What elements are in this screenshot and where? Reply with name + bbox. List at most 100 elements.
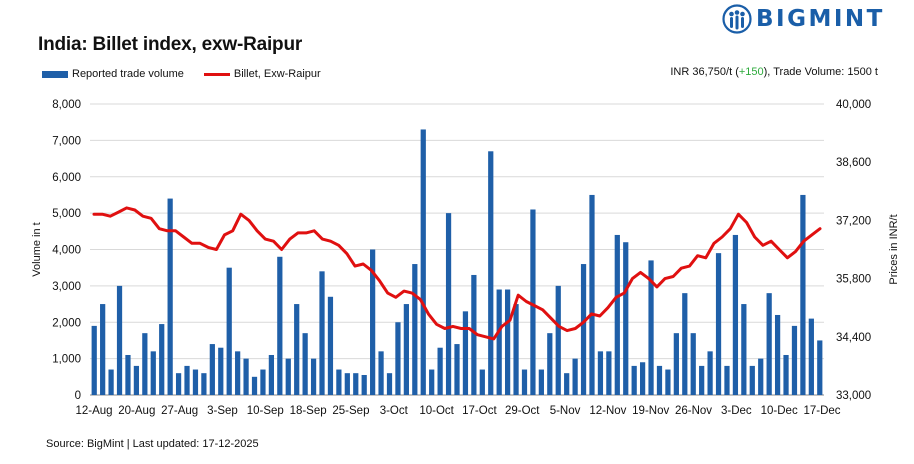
volume-bar bbox=[665, 369, 671, 395]
legend-bar-swatch bbox=[42, 70, 68, 78]
volume-bar bbox=[437, 347, 443, 395]
volume-bar bbox=[420, 129, 426, 395]
source-note: Source: BigMint | Last updated: 17-12-20… bbox=[46, 438, 259, 450]
volume-bar bbox=[800, 194, 806, 395]
x-tick-label: 26-Nov bbox=[675, 405, 712, 417]
volume-bar bbox=[235, 351, 241, 395]
bigmint-logo: BIGMINT bbox=[722, 4, 885, 34]
volume-bar bbox=[724, 365, 730, 395]
volume-bar bbox=[690, 333, 696, 395]
x-tick-label: 27-Aug bbox=[161, 405, 198, 417]
volume-bar bbox=[302, 333, 308, 395]
volume-bar bbox=[209, 344, 215, 395]
volume-bar bbox=[488, 151, 494, 395]
volume-bar bbox=[580, 264, 587, 395]
volume-bar bbox=[370, 249, 376, 395]
volume-bar bbox=[808, 318, 814, 395]
y-right-tick-label: 40,000 bbox=[836, 99, 871, 111]
volume-bar bbox=[682, 293, 688, 395]
x-tick-label: 3-Sep bbox=[207, 405, 238, 417]
volume-bar bbox=[268, 354, 275, 395]
volume-bar bbox=[310, 358, 317, 395]
volume-bar bbox=[564, 373, 570, 395]
x-tick-label: 29-Oct bbox=[505, 405, 540, 417]
legend-volume-label: Reported trade volume bbox=[72, 68, 184, 80]
y-left-tick-label: 6,000 bbox=[52, 172, 81, 184]
volume-bar bbox=[412, 264, 418, 395]
volume-bar bbox=[116, 285, 123, 395]
y-right-tick-label: 33,000 bbox=[836, 390, 871, 402]
x-tick-label: 17-Oct bbox=[462, 405, 497, 417]
legend-line-swatch bbox=[203, 72, 230, 76]
volume-bar bbox=[344, 373, 350, 395]
volume-bar bbox=[639, 362, 646, 395]
volume-bar bbox=[623, 242, 629, 395]
legend-item-volume: Reported trade volume bbox=[42, 68, 184, 80]
volume-bar bbox=[429, 369, 435, 395]
y-right-tick-label: 34,400 bbox=[836, 332, 871, 344]
volume-bar bbox=[715, 253, 722, 395]
y-left-tick-label: 7,000 bbox=[52, 135, 81, 147]
x-tick-label: 17-Dec bbox=[803, 405, 840, 417]
volume-bar bbox=[471, 274, 477, 395]
volume-bar bbox=[606, 351, 612, 395]
volume-bar bbox=[142, 333, 148, 395]
logo-text: BIGMINT bbox=[756, 6, 885, 32]
volume-bar bbox=[555, 285, 561, 395]
volume-bar bbox=[496, 289, 502, 395]
x-tick-label: 12-Nov bbox=[589, 405, 626, 417]
y-right-axis-title: Prices in INR/t bbox=[888, 214, 900, 284]
x-tick-label: 10-Sep bbox=[247, 405, 284, 417]
x-tick-label: 5-Nov bbox=[550, 405, 581, 417]
y-left-tick-label: 8,000 bbox=[52, 99, 81, 111]
volume-bar bbox=[395, 322, 401, 395]
volume-bar bbox=[243, 358, 249, 395]
summary-change: +150 bbox=[738, 66, 764, 78]
volume-bar bbox=[707, 351, 713, 395]
y-right-tick-label: 35,800 bbox=[836, 274, 871, 286]
volume-bar bbox=[673, 333, 679, 395]
volume-bar bbox=[251, 376, 258, 395]
legend-price-label: Billet, Exw-Raipur bbox=[233, 68, 321, 80]
volume-bar bbox=[159, 324, 165, 395]
legend-item-price: Billet, Exw-Raipur bbox=[203, 68, 321, 80]
volume-bar bbox=[758, 358, 764, 395]
volume-bar bbox=[774, 314, 781, 395]
x-tick-label: 25-Sep bbox=[332, 405, 369, 417]
price-line bbox=[92, 206, 822, 341]
x-tick-label: 12-Aug bbox=[75, 405, 112, 417]
x-tick-label: 10-Dec bbox=[761, 405, 798, 417]
volume-bar bbox=[589, 194, 595, 395]
volume-bar bbox=[386, 373, 393, 395]
y-right-tick-label: 37,200 bbox=[836, 215, 871, 227]
volume-bar bbox=[614, 234, 620, 395]
volume-bar bbox=[150, 351, 156, 395]
x-tick-label: 3-Dec bbox=[721, 405, 752, 417]
volume-bar bbox=[479, 369, 485, 395]
volume-bar bbox=[319, 271, 325, 395]
volume-bar bbox=[327, 296, 334, 395]
volume-bar bbox=[521, 369, 528, 395]
y-right-tick-label: 38,600 bbox=[836, 157, 871, 169]
y-left-tick-label: 5,000 bbox=[52, 208, 81, 220]
chart-legend: Reported trade volume Billet, Exw-Raipur bbox=[42, 68, 341, 80]
y-left-tick-label: 2,000 bbox=[52, 317, 81, 329]
volume-bar bbox=[403, 304, 409, 395]
volume-bar bbox=[530, 209, 536, 395]
summary-price: INR 36,750/t ( bbox=[670, 66, 739, 78]
volume-bar bbox=[631, 365, 637, 395]
x-tick-label: 18-Sep bbox=[290, 405, 327, 417]
y-left-axis-title: Volume in t bbox=[31, 222, 43, 276]
volume-bar bbox=[766, 293, 772, 395]
summary-volume: ), Trade Volume: 1500 t bbox=[763, 66, 878, 78]
volume-bar bbox=[361, 374, 367, 395]
volume-bar bbox=[538, 369, 544, 395]
volume-bar bbox=[462, 311, 469, 395]
volume-bar bbox=[572, 358, 578, 395]
x-tick-label: 10-Oct bbox=[419, 405, 454, 417]
volume-bar bbox=[513, 304, 519, 395]
volume-bar bbox=[547, 333, 553, 395]
volume-bar bbox=[741, 304, 747, 395]
volume-bar bbox=[184, 365, 190, 395]
volume-bar bbox=[597, 351, 604, 395]
